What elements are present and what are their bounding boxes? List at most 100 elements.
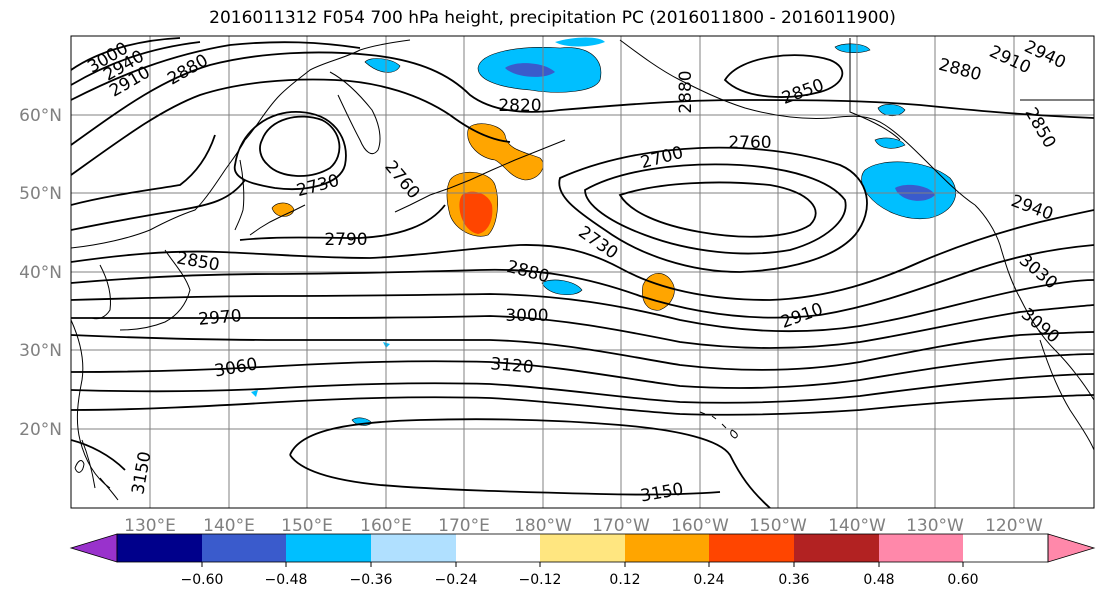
colorbar-segment xyxy=(286,534,371,562)
precip-negative-area xyxy=(874,137,906,149)
contour-line xyxy=(289,418,771,508)
colorbar-segment xyxy=(879,534,963,562)
colorbar-tick-label: 0.48 xyxy=(863,572,894,588)
contour-line xyxy=(71,209,1094,301)
contour-label: 2850 xyxy=(1021,104,1060,151)
longitude-label: 150°E xyxy=(281,516,333,536)
latitude-label: 30°N xyxy=(19,341,62,361)
contour-line xyxy=(71,373,1094,404)
philippines-coastline xyxy=(81,439,119,501)
longitude-label: 140°W xyxy=(828,516,886,536)
contour-label: 2760 xyxy=(728,133,771,153)
colorbar-tick-label: −0.36 xyxy=(350,572,393,588)
contour-label: 3150 xyxy=(639,479,685,506)
contour-line xyxy=(71,244,1094,319)
contour-line xyxy=(584,163,847,255)
longitude-label: 170°W xyxy=(592,516,650,536)
latitude-label: 40°N xyxy=(19,263,62,283)
japan-coastline xyxy=(119,249,191,331)
longitude-label: 150°W xyxy=(749,516,807,536)
precip-negative-area xyxy=(364,58,401,73)
contour-label: 2820 xyxy=(498,96,541,116)
contour-line xyxy=(71,439,126,471)
hawaii-islands xyxy=(699,411,738,439)
contour-line xyxy=(723,54,844,98)
latitude-label: 60°N xyxy=(19,106,62,126)
precip-negative-area xyxy=(834,43,871,53)
map-frame xyxy=(70,35,1095,509)
contour-line xyxy=(289,454,721,496)
colorbar-tick-label: −0.24 xyxy=(435,572,478,588)
contour-line xyxy=(71,78,511,176)
colorbar-tick-label: 0.24 xyxy=(693,572,724,588)
precip-positive-core xyxy=(459,191,493,234)
colorbar-tick-label: −0.48 xyxy=(265,572,308,588)
precip-positive-area xyxy=(271,202,295,217)
contour-label: 3000 xyxy=(505,306,548,326)
contour-line xyxy=(259,115,341,177)
china-coastline xyxy=(71,319,111,489)
contour-line xyxy=(239,204,446,241)
colorbar-segment xyxy=(202,534,286,562)
contour-line xyxy=(618,181,817,238)
colorbar-extend-low xyxy=(69,533,118,563)
contour-label: 2790 xyxy=(324,230,367,250)
contour-label: 2700 xyxy=(639,143,686,174)
baja-coastline xyxy=(1039,339,1094,451)
alaska-border xyxy=(849,38,901,141)
na-west-coastline xyxy=(974,204,1094,401)
colorbar-segment xyxy=(456,534,540,562)
colorbar-segment xyxy=(540,534,625,562)
figure-title: 2016011312 F054 700 hPa height, precipit… xyxy=(209,8,896,28)
contour-label: 3060 xyxy=(213,354,259,381)
contour-label: 2940 xyxy=(1008,191,1055,225)
precip-negative-area xyxy=(555,37,605,47)
colorbar-extend-high xyxy=(1047,533,1096,563)
contour-label: 2880 xyxy=(505,257,552,288)
precip-negative-area xyxy=(877,104,906,117)
asia-coastline xyxy=(71,39,411,249)
colorbar-tick-label: −0.12 xyxy=(519,572,562,588)
longitude-label: 160°E xyxy=(360,516,412,536)
contour-label: 3150 xyxy=(128,450,155,496)
longitude-label: 140°E xyxy=(203,516,255,536)
contour-line xyxy=(71,331,1094,371)
taiwan-coastline xyxy=(74,460,85,473)
colorbar: −0.60 −0.48 −0.36 −0.24 −0.12 0.12 0.24 0.36 0.4… xyxy=(69,533,1096,588)
height-contours xyxy=(71,37,1094,508)
longitude-labels: 130°E 140°E 150°E 160°E 170°E 180°W 170°W 160°W… xyxy=(124,516,1043,536)
precip-negative-area xyxy=(251,390,258,397)
korea-coastline xyxy=(91,264,111,320)
colorbar-tick-label: −0.60 xyxy=(181,572,224,588)
contour-line xyxy=(71,394,1094,416)
aleutian-islands xyxy=(394,139,566,213)
latitude-label: 20°N xyxy=(19,420,62,440)
contour-line xyxy=(558,146,868,273)
colorbar-tick-label: 0.12 xyxy=(609,572,640,588)
kuril-islands xyxy=(249,204,306,236)
colorbar-outline xyxy=(116,533,1049,563)
contour-label: 2880 xyxy=(937,55,984,86)
colorbar-segment xyxy=(117,534,202,562)
colorbar-tick-label: 0.60 xyxy=(947,572,978,588)
contour-line xyxy=(71,304,1094,349)
colorbar-segment xyxy=(709,534,794,562)
contour-label: 2910 xyxy=(778,299,825,333)
longitude-label: 120°W xyxy=(985,516,1043,536)
contour-line xyxy=(71,353,1094,389)
contour-line xyxy=(71,179,246,231)
contour-label: 2970 xyxy=(198,306,243,330)
contour-label: 2850 xyxy=(779,75,826,109)
sakhalin-coastline xyxy=(234,159,245,231)
alaska-coastline xyxy=(619,39,976,206)
longitude-label: 130°E xyxy=(124,516,176,536)
longitude-label: 170°E xyxy=(438,516,490,536)
colorbar-segment xyxy=(371,534,456,562)
contour-label: 3120 xyxy=(490,354,535,378)
contour-line xyxy=(71,51,1094,146)
colorbar-tick-label: 0.36 xyxy=(778,572,809,588)
contour-label: 2880 xyxy=(164,51,211,90)
longitude-label: 180°W xyxy=(514,516,572,536)
latitude-labels: 60°N 50°N 40°N 30°N 20°N xyxy=(19,106,62,440)
colorbar-segment xyxy=(794,534,879,562)
